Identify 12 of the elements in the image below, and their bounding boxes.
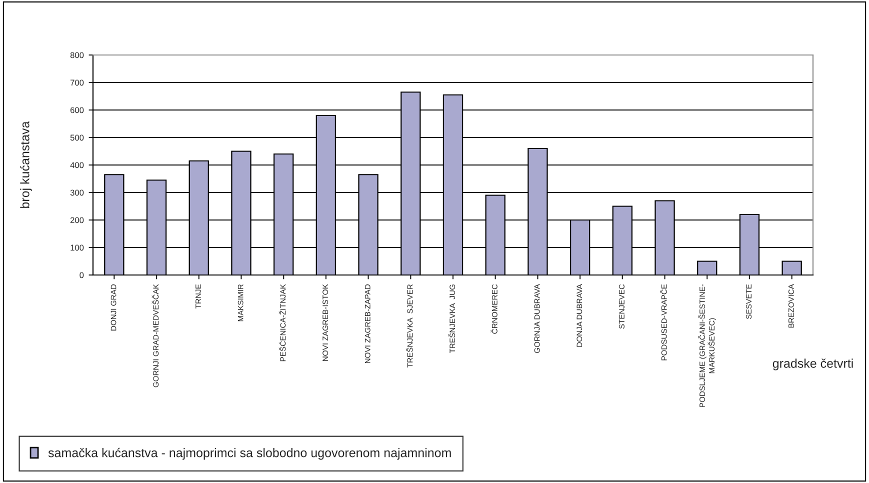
- y-tick-label: 500: [70, 134, 84, 141]
- y-axis-title: broj kućanstava: [20, 121, 32, 208]
- legend-label: samačka kućanstva - najmoprimci sa slobodno ugovorenom najamninom: [48, 448, 451, 460]
- y-tick-label: 300: [70, 190, 84, 196]
- y-tick-label: 800: [70, 52, 84, 58]
- x-axis-title: gradske četvrti: [772, 358, 853, 370]
- y-tick-label: 100: [70, 244, 84, 251]
- y-tick-label: 200: [70, 217, 84, 224]
- y-tick-label: 700: [70, 80, 84, 86]
- y-tick-label: 0: [80, 272, 84, 278]
- y-tick-label: 400: [70, 162, 84, 168]
- y-tick-label: 600: [70, 107, 84, 114]
